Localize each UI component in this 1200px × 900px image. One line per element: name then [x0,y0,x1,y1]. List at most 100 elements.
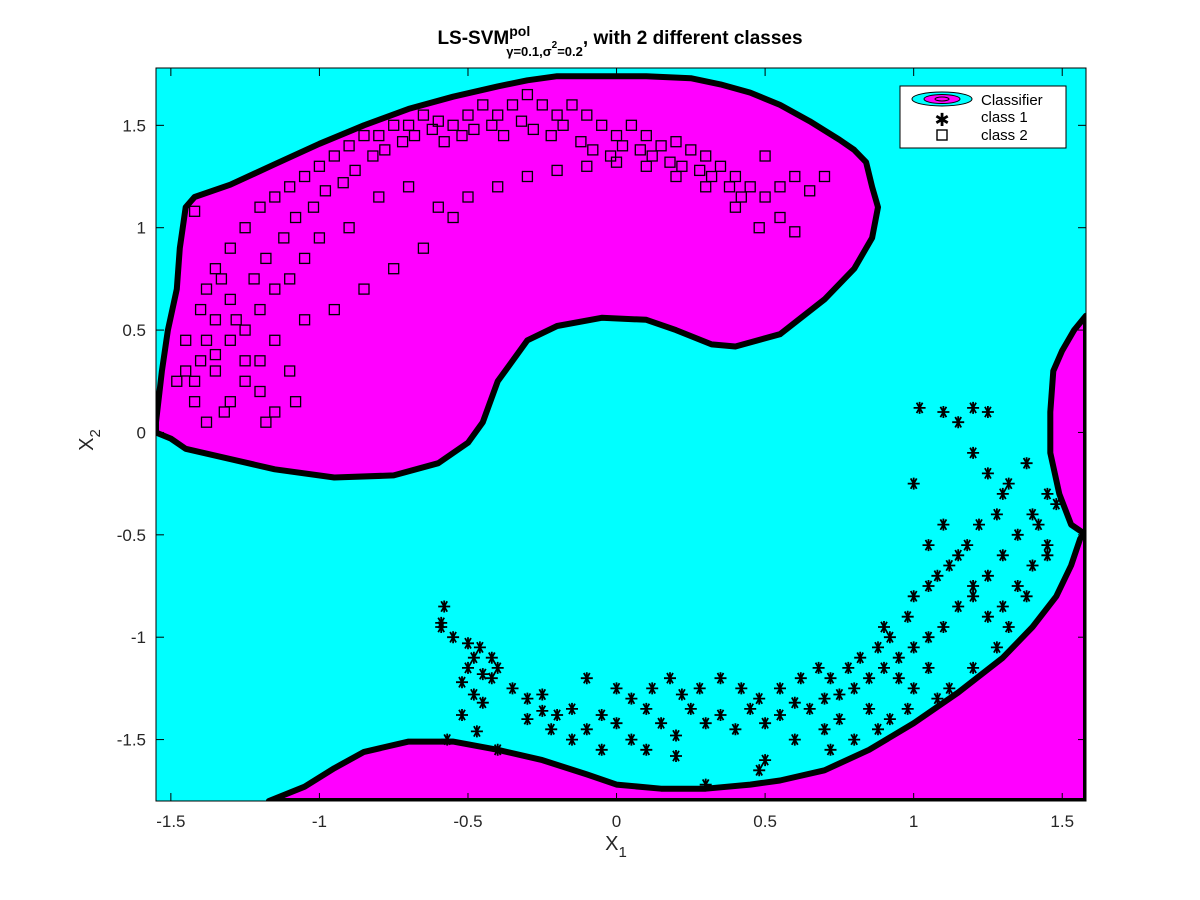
class-1-point [872,641,884,654]
class-2-point [497,129,510,142]
class-1-point [536,704,549,717]
class-2-point [200,416,213,428]
class-2-point [729,201,742,213]
class-1-point [1011,580,1024,592]
class-1-point [435,621,448,633]
class-2-point [373,191,385,203]
title-superscript: pol [509,23,530,39]
class-2-point [209,263,222,275]
plot-frame [155,67,1087,802]
class-2-point [388,119,400,131]
class-2-point [284,365,296,377]
class-1-point [1002,477,1015,490]
class-1-point [699,717,712,730]
class-1-point [922,539,935,552]
series-class-1 [435,401,1063,791]
class-1-point [1041,487,1054,500]
class-1-point [753,764,766,777]
class-2-point [804,185,816,197]
class-2-point [254,303,266,316]
class-2-point [536,99,548,111]
class-2-point [774,181,786,193]
class-2-point [367,150,379,162]
class-2-point [224,334,236,346]
y-tick-label: 1 [137,219,146,238]
y-tick-label: -1 [131,628,146,647]
class-1-point [485,651,498,664]
title-main: LS-SVM [437,28,509,49]
x-tick-label: 0.5 [753,812,777,831]
class-1-point [833,713,846,726]
class-1-point [863,672,876,685]
title-subscript-gamma: γ=0.1, [506,44,543,59]
class-2-point [313,232,326,244]
class-1-point [913,401,926,414]
class-2-point [685,144,697,156]
legend: Classifier ✱ class 1 class 2 [899,85,1067,149]
class-2-point [655,140,667,152]
class-1-point [610,717,623,730]
class-2-point [714,160,727,172]
class-1-point [967,661,980,674]
class-2-point [269,334,281,346]
class-1-point [476,696,489,709]
class-2-point [676,160,688,172]
class-2-point [408,129,421,142]
class-2-point [194,303,207,316]
classifier-swatch-inner [934,96,950,102]
class-2-point [188,205,201,217]
class-1-point [892,651,905,664]
class-2-point [218,406,230,418]
class-2-point [616,140,629,152]
class-2-point [640,160,652,172]
class-2-point [337,177,349,189]
x-axis-label-base: X [605,833,618,855]
class-2-point [284,273,296,285]
class-2-point [239,355,251,367]
class-2-point [239,324,251,336]
lower-left-region [265,527,1086,801]
class-2-point [545,129,557,142]
class-1-point [794,672,807,685]
class-2-point [188,375,201,387]
class-1-point [937,621,950,633]
class-1-point [1020,590,1033,603]
class-2-point [744,181,756,193]
class-2-point [705,170,718,183]
class-1-point [1041,549,1054,562]
class-2-point [209,348,222,361]
class-2-point [515,115,528,127]
class-2-point [551,164,563,177]
class-1-point [981,406,994,418]
class-1-point [892,672,905,685]
class-1-point [580,723,593,736]
class-1-point [595,743,608,756]
class-1-point [473,641,486,654]
class-2-point [402,119,415,131]
class-2-point [723,181,736,193]
class-1-point [901,610,914,623]
class-1-point [595,709,608,721]
class-2-point [634,144,646,156]
y-tick-label: 1.5 [122,116,146,135]
title-suffix: , with 2 different classes [583,28,803,49]
class-1-point [462,661,474,674]
class-1-point [967,446,980,459]
legend-entry-class-1: ✱ class 1 [934,109,1027,131]
class-1-point [901,702,914,715]
class-2-point [358,283,370,295]
class-2-point [269,283,281,295]
x-axis-label-sub: 1 [619,844,627,861]
class-1-point [907,682,920,695]
class-1-point [646,682,659,695]
class-2-point [581,109,593,121]
class-1-point [952,549,965,562]
x-tick-label: 1 [909,812,918,831]
class-2-point [521,170,534,183]
class-2-point [789,170,801,183]
class-2-point [239,222,251,234]
class-2-point [604,150,617,162]
class-2-point [566,99,578,111]
square-marker-icon [936,129,948,141]
class-2-point [462,191,474,203]
